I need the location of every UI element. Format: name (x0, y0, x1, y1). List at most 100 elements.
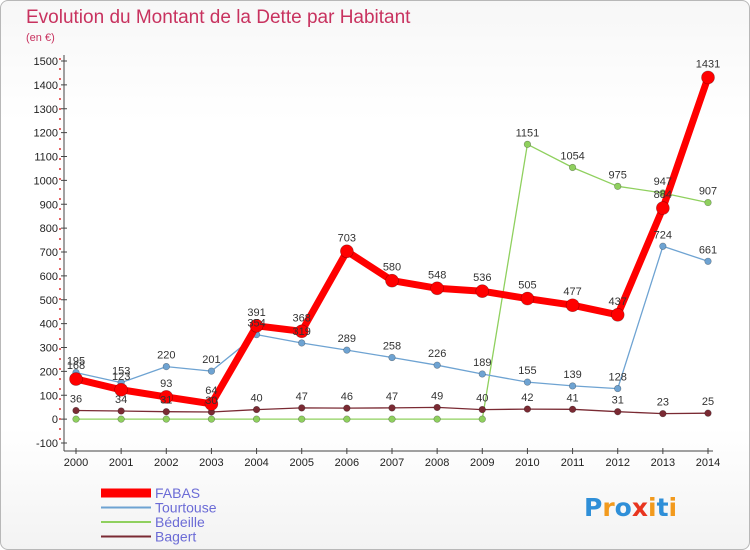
y-axis-dot (59, 298, 61, 300)
data-point-bagert (568, 405, 577, 413)
data-label-bagert: 40 (476, 393, 488, 405)
data-point-bedeille (298, 415, 306, 423)
data-point-fabas (565, 298, 580, 313)
data-label-tourtouse: 289 (338, 333, 356, 345)
data-point-fabas (475, 284, 490, 298)
x-tick-label: 2013 (651, 457, 675, 469)
y-axis-dot (59, 348, 61, 350)
data-label-tourtouse: 201 (202, 354, 220, 366)
data-label-bagert: 31 (612, 395, 624, 407)
data-label-tourtouse: 226 (428, 348, 446, 360)
y-axis-dot (59, 88, 61, 90)
data-label-tourtouse: 139 (563, 369, 581, 381)
data-label-fabas: 368 (293, 312, 311, 324)
data-point-bagert (659, 410, 667, 418)
y-tick-label: 1400 (34, 80, 58, 92)
x-tick-label: 2004 (244, 457, 268, 469)
data-label-bagert: 47 (386, 391, 398, 403)
data-point-bagert (388, 404, 396, 412)
y-tick-label: 500 (40, 295, 58, 307)
data-label-bagert: 23 (657, 397, 669, 409)
y-tick-label: 800 (40, 223, 58, 235)
data-label-bagert: 30 (205, 395, 217, 407)
y-axis-dot (59, 328, 61, 330)
data-point-bedeille (523, 140, 532, 148)
y-axis-dot (59, 228, 61, 230)
legend-label-bagert: Bagert (155, 529, 196, 545)
data-point-fabas (656, 201, 670, 215)
data-point-fabas (701, 70, 715, 85)
y-axis-dot (59, 248, 61, 250)
data-label-bagert: 36 (70, 394, 82, 406)
x-tick-label: 2012 (605, 457, 629, 469)
data-point-tourtouse (478, 370, 486, 378)
y-tick-label: 1500 (34, 56, 58, 68)
y-tick-label: 100 (40, 390, 58, 402)
chart-subtitle: (en €) (26, 32, 55, 44)
data-point-tourtouse (207, 367, 216, 375)
y-tick-label: 300 (40, 343, 58, 355)
data-point-fabas (520, 291, 535, 306)
data-point-bedeille (568, 163, 577, 172)
y-tick-label: 0 (52, 414, 58, 426)
data-label-fabas: 1431 (696, 58, 720, 70)
y-axis-dot (59, 178, 61, 180)
series-tourtouse (72, 242, 712, 393)
y-tick-label: 900 (40, 199, 58, 211)
data-label-fabas: 168 (67, 360, 85, 372)
y-axis-dot (59, 318, 61, 320)
data-label-bagert: 34 (115, 394, 127, 406)
data-label-bagert: 40 (250, 393, 262, 405)
y-axis-dot (59, 148, 61, 150)
logo-letter: i (648, 493, 657, 522)
data-point-fabas (114, 382, 128, 397)
legend-label-fabas: FABAS (155, 485, 200, 501)
y-axis-dot (59, 68, 61, 70)
data-label-fabas: 884 (654, 189, 672, 201)
data-label-fabas: 123 (112, 371, 130, 383)
data-point-tourtouse (659, 242, 667, 250)
data-label-bagert: 31 (160, 395, 172, 407)
y-tick-label: 600 (40, 271, 58, 283)
data-label-tourtouse: 724 (654, 229, 672, 241)
y-axis-dot (59, 418, 61, 420)
y-axis-dot (59, 108, 61, 110)
data-labels: 1151 1054 975 947 907 195 153 220 201 354 319 289 25… (67, 58, 720, 408)
data-point-bagert (298, 404, 306, 412)
data-point-tourtouse (388, 353, 396, 362)
data-label-bagert: 47 (296, 391, 308, 403)
series-bagert (72, 403, 712, 418)
logo-letter: o (615, 493, 632, 522)
y-axis-dot (59, 288, 61, 290)
data-label-fabas: 536 (473, 272, 491, 284)
x-tick-label: 2011 (561, 457, 585, 469)
data-point-fabas (430, 281, 444, 296)
y-axis-dot (59, 128, 61, 130)
logo-letter: P (584, 493, 602, 522)
y-axis-dot (59, 218, 61, 220)
y-axis-dot (59, 118, 61, 120)
data-label-bedeille: 1054 (560, 150, 584, 162)
y-tick-label: -100 (36, 438, 58, 450)
data-label-fabas: 93 (160, 378, 172, 390)
data-label-fabas: 580 (383, 262, 401, 274)
y-axis-dot (59, 408, 61, 410)
y-axis-dot (59, 198, 61, 200)
data-point-fabas (159, 390, 174, 404)
data-label-fabas: 548 (428, 269, 446, 281)
series-layer (69, 70, 715, 423)
chart-title: Evolution du Montant de la Dette par Hab… (26, 7, 411, 28)
x-tick-label: 2014 (696, 457, 720, 469)
data-point-fabas (249, 318, 264, 333)
y-axis-dot (59, 438, 61, 440)
data-point-tourtouse (343, 346, 351, 354)
data-point-bagert (478, 405, 486, 414)
data-label-bagert: 25 (702, 396, 714, 408)
data-point-bedeille (704, 198, 712, 207)
logo-letter: t (657, 493, 669, 522)
data-point-bagert (162, 408, 170, 416)
data-label-fabas: 477 (563, 286, 581, 298)
data-label-bedeille: 907 (699, 186, 717, 198)
